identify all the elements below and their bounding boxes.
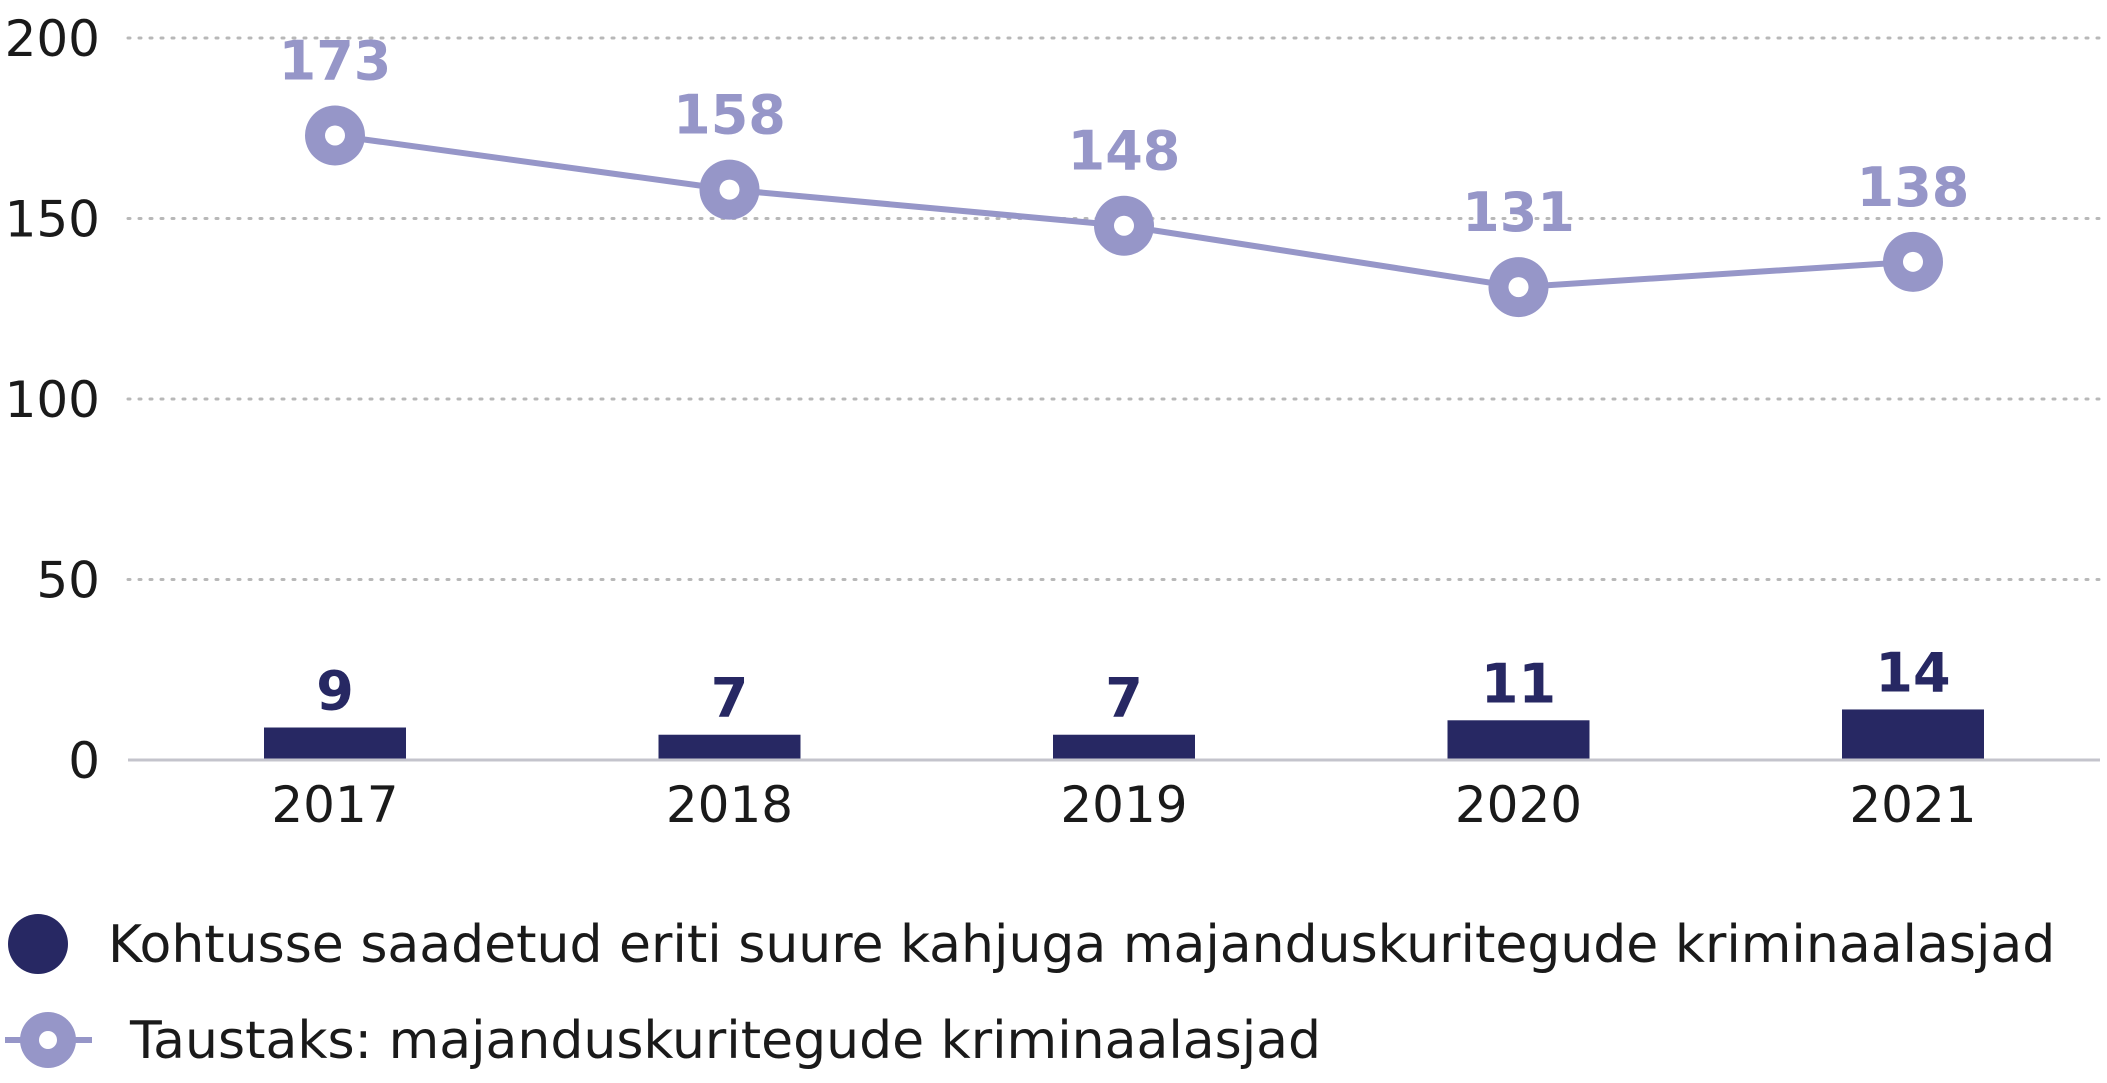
line-series: 173 158 148 131 138	[279, 29, 1970, 318]
bar-data-label: 14	[1875, 641, 1950, 704]
line-data-label: 138	[1857, 156, 1970, 219]
legend-label: Kohtusse saadetud eriti suure kahjuga ma…	[108, 915, 2055, 975]
line-marker-center	[1114, 215, 1134, 236]
legend-label: Taustaks: majanduskuritegude kriminaalas…	[129, 1011, 1321, 1071]
bar-data-label: 7	[711, 667, 749, 730]
bar	[264, 727, 406, 759]
line-marker-center	[719, 179, 740, 200]
y-axis-ticks: 0 50 100 150 200	[5, 10, 100, 790]
bar	[658, 734, 801, 759]
y-tick-label: 200	[5, 10, 100, 68]
line-marker-center	[325, 125, 345, 146]
legend: Kohtusse saadetud eriti suure kahjuga ma…	[5, 914, 2055, 1071]
bar-data-label: 7	[1105, 667, 1143, 730]
legend-marker-center	[39, 1031, 57, 1049]
line-data-label: 173	[279, 29, 392, 92]
line-data-label: 158	[673, 84, 786, 147]
line-point	[1883, 231, 1943, 292]
bar-series: 9 7 7 11 14	[264, 641, 1984, 759]
line-marker-center	[1508, 277, 1529, 298]
x-tick-label: 2018	[666, 776, 793, 834]
grid-lines	[126, 36, 2102, 581]
line-data-label: 148	[1068, 120, 1181, 183]
legend-item-line: Taustaks: majanduskuritegude kriminaalas…	[5, 1011, 1321, 1071]
bar-data-label: 11	[1481, 652, 1556, 715]
x-tick-label: 2017	[271, 776, 398, 834]
x-axis-ticks: 2017 2018 2019 2020 2021	[271, 776, 1976, 834]
bar	[1053, 734, 1195, 759]
line-marker-center	[1903, 251, 1923, 272]
x-tick-label: 2020	[1455, 776, 1582, 834]
legend-item-bar: Kohtusse saadetud eriti suure kahjuga ma…	[8, 914, 2055, 975]
y-tick-label: 100	[5, 371, 100, 429]
x-tick-label: 2019	[1060, 776, 1187, 834]
bar	[1842, 709, 1984, 759]
line-data-label: 131	[1462, 181, 1575, 244]
line-point	[1488, 257, 1549, 318]
line-point	[1094, 195, 1154, 256]
y-tick-label: 150	[5, 191, 100, 249]
bar-data-label: 9	[316, 660, 354, 723]
bar	[1447, 720, 1590, 759]
x-tick-label: 2021	[1849, 776, 1976, 834]
y-tick-label: 50	[36, 552, 100, 610]
line-point	[305, 105, 365, 166]
y-tick-label: 0	[68, 732, 100, 790]
legend-bar-swatch	[8, 914, 68, 974]
line-point	[699, 159, 760, 220]
